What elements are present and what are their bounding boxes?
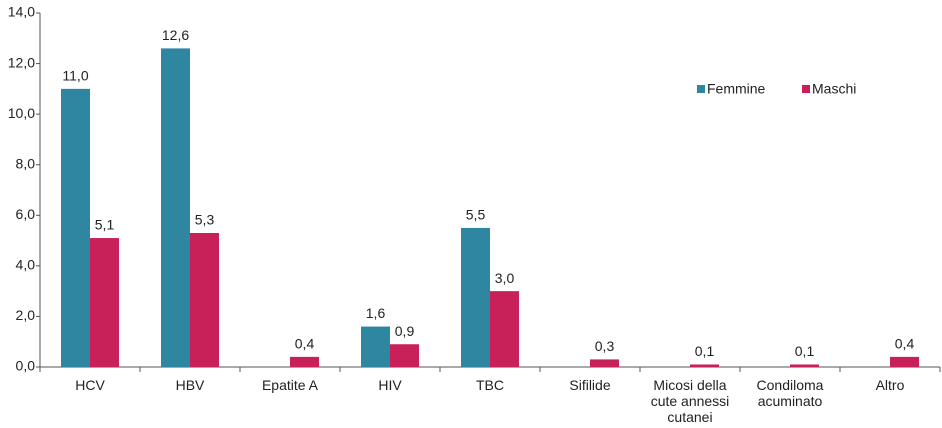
bar: [790, 364, 819, 367]
y-tick-label: 10,0: [8, 105, 35, 121]
value-label: 5,1: [95, 217, 115, 233]
bar: [90, 238, 119, 367]
x-tick-label: Condiloma acuminato: [756, 377, 824, 409]
x-tick-label: HCV: [75, 377, 105, 393]
value-label: 0,4: [295, 336, 315, 352]
bar: [690, 364, 719, 367]
value-label: 0,3: [595, 338, 615, 354]
bar: [361, 326, 390, 367]
bar: [490, 291, 519, 367]
value-label: 11,0: [62, 68, 88, 84]
bar: [190, 232, 219, 367]
value-label: 3,0: [495, 270, 515, 286]
x-tick-label: HBV: [175, 377, 205, 393]
legend-label: Maschi: [812, 81, 856, 97]
value-label: 0,1: [695, 343, 715, 359]
legend-swatch: [697, 85, 705, 93]
y-tick-label: 4,0: [16, 257, 36, 273]
value-label: 5,3: [195, 212, 215, 228]
y-tick-label: 2,0: [16, 307, 36, 323]
value-label: 1,6: [366, 305, 386, 321]
bar: [161, 48, 190, 368]
value-label: 12,6: [162, 27, 189, 43]
legend-swatch: [802, 85, 810, 93]
bar: [461, 227, 490, 367]
bar: [61, 88, 90, 367]
y-tick-label: 8,0: [16, 155, 36, 171]
value-label: 0,4: [895, 336, 915, 352]
x-tick-label: Epatite A: [261, 377, 319, 393]
x-tick-label: Altro: [875, 377, 905, 393]
x-tick-label: Sifilide: [569, 377, 611, 393]
y-tick-label: 14,0: [8, 4, 35, 20]
y-tick-label: 0,0: [16, 358, 36, 374]
legend-label: Femmine: [707, 81, 766, 97]
bar: [390, 344, 419, 367]
value-label: 0,9: [395, 323, 415, 339]
x-tick-label: Micosi della cute annessi cutanei: [650, 377, 730, 425]
y-tick-label: 6,0: [16, 206, 36, 222]
value-label: 0,1: [795, 343, 815, 359]
bar: [290, 356, 319, 367]
bar: [590, 359, 619, 367]
value-label: 5,5: [466, 207, 486, 223]
x-tick-label: TBC: [476, 377, 504, 393]
x-tick-label: HIV: [378, 377, 402, 393]
bar: [890, 356, 919, 367]
y-tick-label: 12,0: [8, 54, 35, 70]
